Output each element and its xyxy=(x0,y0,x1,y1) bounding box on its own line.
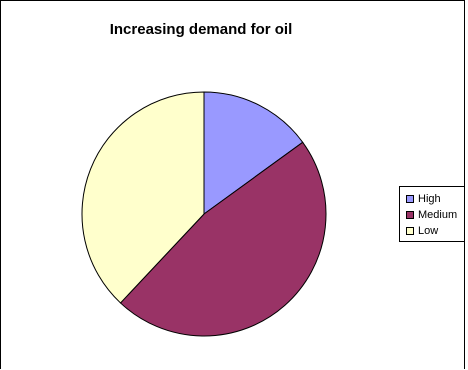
pie-slice-high xyxy=(203,91,304,215)
legend-label-medium: Medium xyxy=(418,209,458,221)
legend-item-high: High xyxy=(406,191,464,207)
pie-slice-medium xyxy=(119,141,327,337)
legend-label-high: High xyxy=(418,193,441,205)
legend-swatch-medium xyxy=(406,211,414,219)
legend-label-low: Low xyxy=(418,225,439,237)
pie-slice-low xyxy=(81,91,205,304)
legend-swatch-low xyxy=(406,227,414,235)
legend-item-low: Low xyxy=(406,223,464,239)
legend-swatch-high xyxy=(406,195,414,203)
chart-title: Increasing demand for oil xyxy=(109,21,293,38)
legend: High Medium Low xyxy=(399,186,465,242)
legend-item-medium: Medium xyxy=(406,207,464,223)
